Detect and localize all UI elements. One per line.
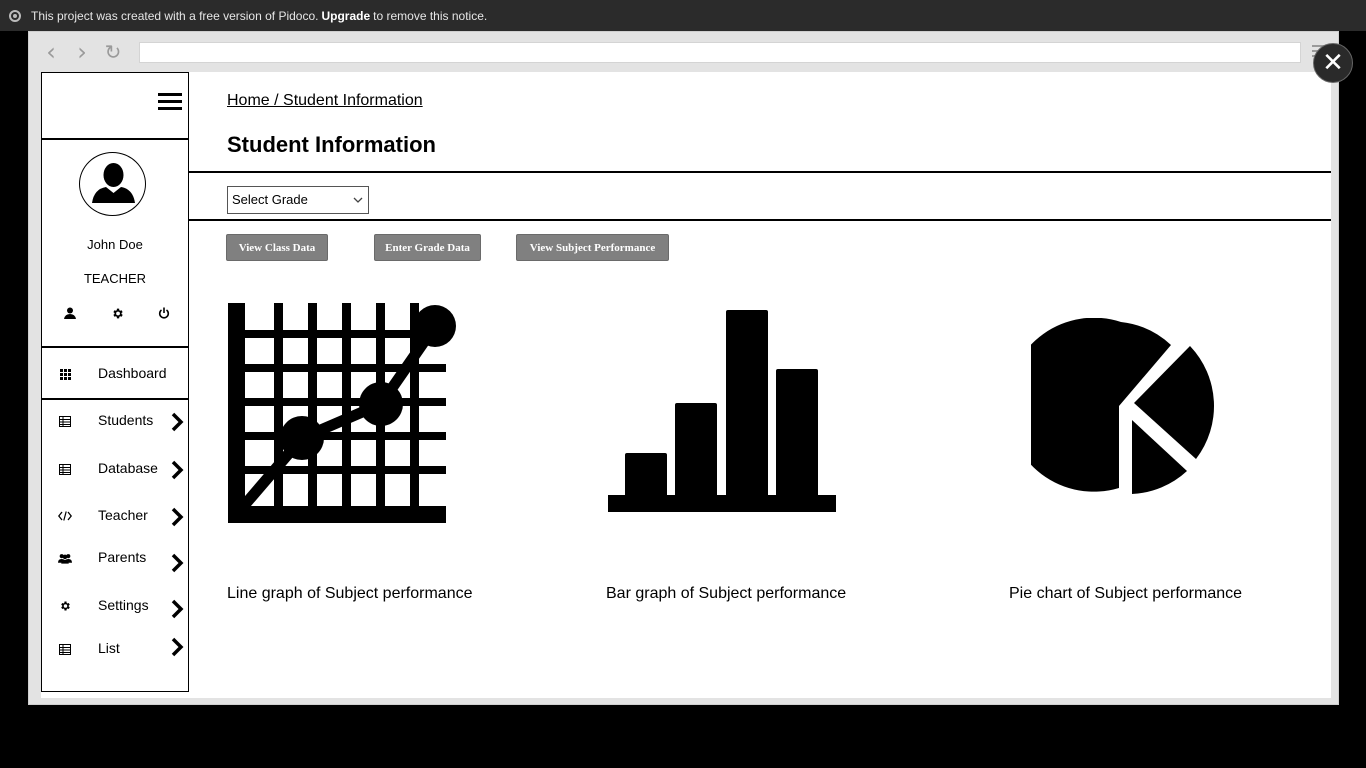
gear-icon xyxy=(58,599,72,613)
user-name: John Doe xyxy=(87,237,143,252)
sidebar-item-label: Settings xyxy=(98,597,149,613)
page-viewport: John Doe TEACHER Dashboard xyxy=(41,72,1331,698)
profile-icon[interactable] xyxy=(62,305,78,321)
page-title: Student Information xyxy=(227,132,436,157)
bar-graph-caption: Bar graph of Subject performance xyxy=(606,585,847,602)
chevron-right-icon[interactable] xyxy=(170,507,184,527)
sidebar-item-label: List xyxy=(98,640,120,656)
close-button[interactable]: ✕ xyxy=(1313,43,1353,83)
gear-icon[interactable] xyxy=(109,305,125,321)
forward-icon[interactable]: › xyxy=(77,38,87,66)
chevron-right-icon[interactable] xyxy=(170,599,184,619)
table-icon xyxy=(58,414,72,428)
upgrade-notice: This project was created with a free ver… xyxy=(0,0,1366,31)
chevron-right-icon[interactable] xyxy=(170,637,184,657)
grade-select-value: Select Grade xyxy=(232,192,308,207)
sidebar: John Doe TEACHER Dashboard xyxy=(41,72,189,692)
chevron-down-icon xyxy=(353,197,363,203)
code-icon xyxy=(58,509,72,523)
table-icon xyxy=(58,642,72,656)
sidebar-item-label: Database xyxy=(98,460,158,476)
sidebar-divider xyxy=(42,398,188,400)
browser-toolbar: ‹ › ↻ xyxy=(29,32,1338,72)
power-icon[interactable] xyxy=(156,305,172,321)
hamburger-menu-icon[interactable] xyxy=(158,93,182,111)
enter-grade-data-button[interactable]: Enter Grade Data xyxy=(374,234,481,261)
line-graph-icon[interactable] xyxy=(228,303,458,523)
pie-chart-icon[interactable] xyxy=(1031,318,1217,498)
sidebar-item-settings[interactable]: Settings xyxy=(42,591,188,621)
sidebar-divider xyxy=(42,138,188,140)
user-role: TEACHER xyxy=(83,271,147,286)
sidebar-item-teacher[interactable]: Teacher xyxy=(42,501,188,531)
sidebar-divider xyxy=(42,346,188,348)
browser-window: ‹ › ↻ John Doe TEACHER xyxy=(28,31,1339,705)
user-actions xyxy=(62,305,172,321)
sidebar-item-label: Dashboard xyxy=(98,365,167,381)
bar-graph-icon[interactable] xyxy=(608,310,838,514)
view-subject-performance-button[interactable]: View Subject Performance xyxy=(516,234,669,261)
user-silhouette-icon xyxy=(92,163,135,203)
chevron-right-icon[interactable] xyxy=(170,460,184,480)
title-divider xyxy=(189,171,1331,173)
upgrade-link[interactable]: Upgrade xyxy=(321,8,371,23)
notice-text-after: to remove this notice. xyxy=(373,8,488,23)
sidebar-item-students[interactable]: Students xyxy=(42,406,188,436)
pie-chart-caption: Pie chart of Subject performance xyxy=(1009,585,1243,602)
users-icon xyxy=(58,551,72,565)
sidebar-item-parents[interactable]: Parents xyxy=(42,543,188,573)
back-icon[interactable]: ‹ xyxy=(46,38,56,66)
sidebar-item-database[interactable]: Database xyxy=(42,454,188,484)
notice-text: This project was created with a free ver… xyxy=(31,8,319,23)
reload-icon[interactable]: ↻ xyxy=(104,40,122,64)
view-class-data-button[interactable]: View Class Data xyxy=(226,234,328,261)
line-graph-caption: Line graph of Subject performance xyxy=(227,585,473,602)
breadcrumb[interactable]: Home / Student Information xyxy=(227,92,423,109)
chevron-right-icon[interactable] xyxy=(170,412,184,432)
sidebar-item-label: Teacher xyxy=(98,507,148,523)
avatar xyxy=(79,152,146,216)
grid-icon xyxy=(58,367,72,381)
sidebar-item-list[interactable]: List xyxy=(42,634,188,664)
table-icon xyxy=(58,462,72,476)
sidebar-item-label: Students xyxy=(98,412,154,428)
grade-select[interactable]: Select Grade xyxy=(227,186,369,214)
address-bar[interactable] xyxy=(139,42,1301,63)
filter-divider xyxy=(189,219,1331,221)
sidebar-item-label: Parents xyxy=(98,549,147,565)
pidoco-icon xyxy=(9,9,21,22)
sidebar-item-dashboard[interactable]: Dashboard xyxy=(42,359,188,389)
chevron-right-icon[interactable] xyxy=(170,553,184,573)
